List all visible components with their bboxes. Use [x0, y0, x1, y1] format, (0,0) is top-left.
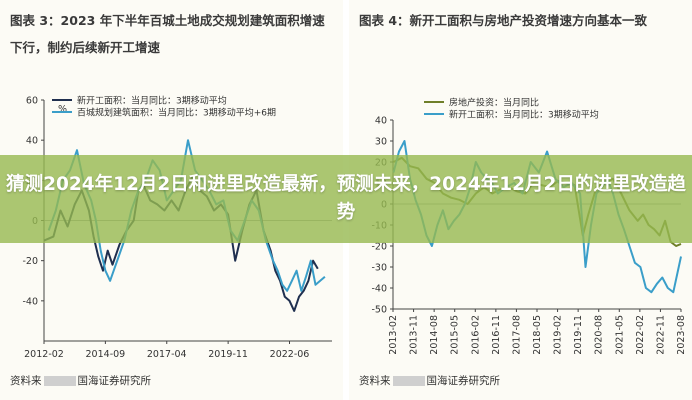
legend-label-1: 房地产投资：当月同比: [449, 97, 539, 109]
figure-3-source-org: 国海证券研究所: [77, 375, 152, 387]
redacted-block: [43, 376, 76, 386]
x-tick-label: 2013-11: [409, 315, 420, 355]
x-tick-label: 2022-11: [655, 315, 666, 355]
x-tick-label: 2012-02: [24, 349, 64, 360]
legend-label-1: 新开工面积：当月同比：3期移动平均: [77, 95, 227, 107]
y-tick-label: -20: [22, 256, 38, 267]
redacted-block: [392, 376, 425, 386]
x-tick-label: 2014-08: [429, 315, 440, 355]
x-tick-label: 2016-02: [470, 315, 481, 355]
x-tick-label: 2023-08: [676, 315, 687, 355]
y-tick-label: -40: [22, 296, 38, 307]
figure-3-source-prefix: 资料来: [10, 375, 42, 387]
figure-4-source: 资料来 国海证券研究所: [359, 373, 500, 388]
x-tick-label: 2018-05: [532, 315, 543, 355]
article-headline: 猜测2024年12月2日和进里改造最新，预测未来，2024年12月2日的进里改造…: [6, 174, 686, 223]
x-tick-label: 2019-11: [208, 349, 248, 360]
y-tick-label: -50: [371, 305, 387, 316]
x-tick-label: 2022-06: [270, 349, 310, 360]
y-tick-label: -30: [371, 263, 387, 274]
y-tick-label: 40: [26, 136, 38, 147]
figure-4-source-prefix: 资料来: [359, 375, 391, 387]
figure-3-title: 图表 3：2023 年下半年百城土地成交规划建筑面积增速下行，制约后续新开工增速: [10, 13, 325, 55]
x-tick-label: 2019-02: [553, 315, 564, 355]
figure-4-title: 图表 4：新开工面积与房地产投资增速方向基本一致: [359, 13, 648, 28]
figure-4-source-org: 国海证券研究所: [426, 375, 501, 387]
y-tick-label: 40: [375, 116, 387, 127]
x-tick-label: 2015-05: [450, 315, 461, 355]
x-tick-label: 2022-02: [635, 315, 646, 355]
unit-label: %: [58, 104, 67, 115]
x-tick-label: 2021-05: [614, 315, 625, 355]
x-tick-label: 2017-04: [147, 349, 187, 360]
title-banner: [0, 155, 692, 243]
legend-label-2: 新开工面积：当月同比：3期移动平均: [449, 109, 599, 121]
y-tick-label: 60: [26, 96, 38, 107]
x-tick-label: 2014-09: [86, 349, 126, 360]
x-tick-label: 2020-08: [594, 315, 605, 355]
x-tick-label: 2017-08: [511, 315, 522, 355]
x-tick-label: 2019-11: [573, 315, 584, 355]
y-tick-label: 30: [375, 137, 387, 148]
x-tick-label: 2013-02: [388, 315, 399, 355]
y-tick-label: -40: [371, 284, 387, 295]
x-tick-label: 2016-11: [491, 315, 502, 355]
legend-label-2: 百城规划建筑面积：当月同比：3期移动平均+6期: [77, 107, 276, 119]
figure-3-source: 资料来 国海证券研究所: [10, 373, 151, 388]
y-tick-label: -20: [371, 242, 387, 253]
